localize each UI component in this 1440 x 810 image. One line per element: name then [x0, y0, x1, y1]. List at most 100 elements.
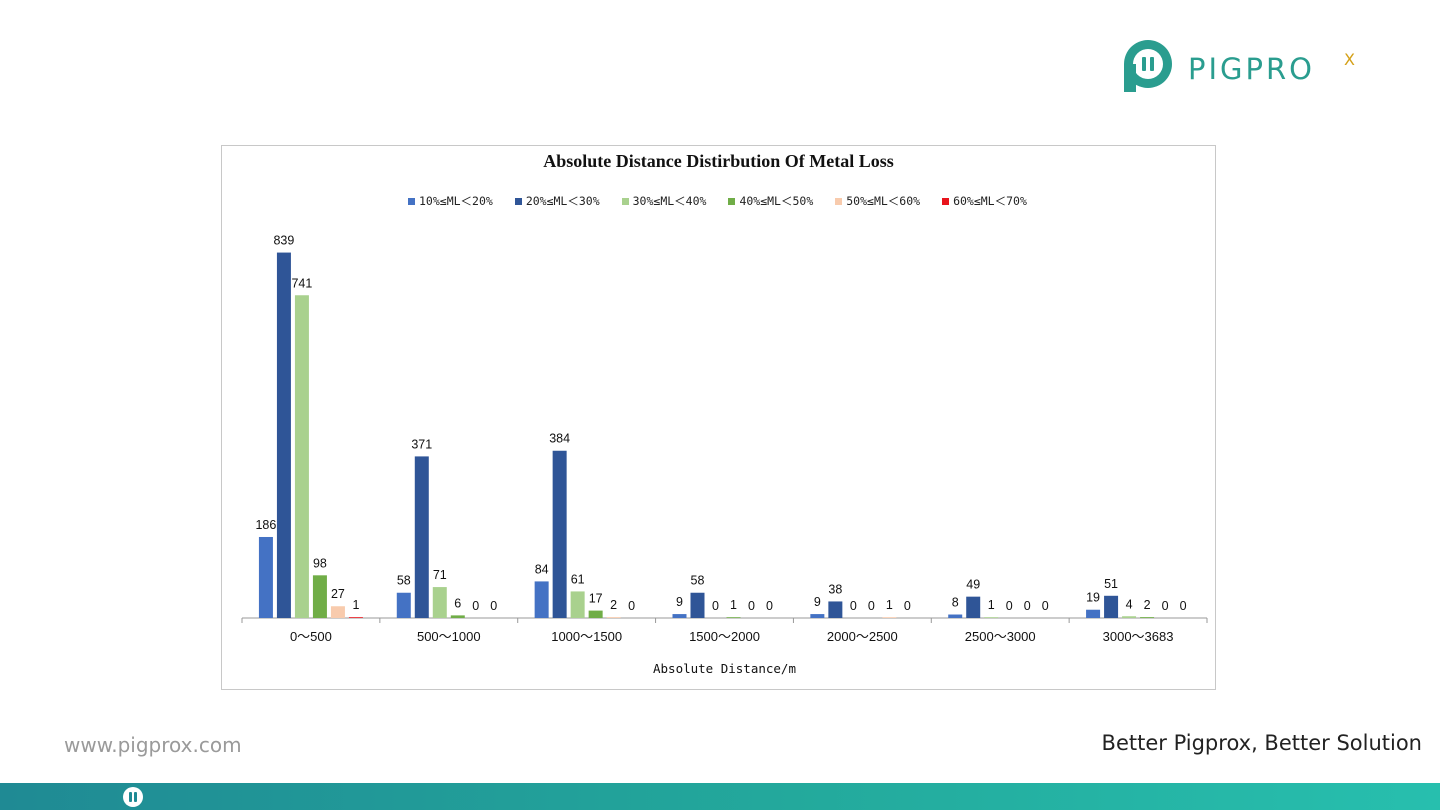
data-label: 51 [1104, 577, 1118, 591]
data-label: 98 [313, 556, 327, 570]
legend-item: 60%≤ML＜70% [942, 193, 1027, 209]
pigprox-icon [123, 787, 143, 807]
data-label: 371 [411, 437, 432, 451]
legend-item: 30%≤ML＜40% [621, 193, 707, 209]
data-label: 49 [966, 578, 980, 592]
data-label: 9 [814, 595, 821, 609]
data-label: 0 [766, 599, 773, 613]
data-label: 384 [549, 432, 570, 446]
x-tick-label: 1500～2000 [689, 629, 760, 644]
pigprox-logo: PIGPRO X [1120, 38, 1370, 96]
data-label: 38 [828, 582, 842, 596]
bar [726, 617, 741, 618]
bar [570, 591, 585, 618]
data-label: 0 [868, 599, 875, 613]
data-label: 0 [1180, 599, 1187, 613]
bar [450, 615, 465, 618]
data-label: 1 [730, 598, 737, 612]
bar [330, 606, 345, 618]
x-axis-title: Absolute Distance/m [653, 661, 796, 676]
data-label: 0 [490, 599, 497, 613]
data-label: 9 [676, 595, 683, 609]
legend-label: 10%≤ML＜20% [419, 194, 493, 208]
bar [348, 617, 363, 618]
logo-mark-icon [1124, 40, 1172, 92]
data-label: 0 [1162, 599, 1169, 613]
data-label: 4 [1126, 597, 1133, 611]
legend-item: 40%≤ML＜50% [728, 193, 813, 209]
legend-swatch [514, 197, 522, 205]
bar [1104, 595, 1119, 618]
bar [606, 617, 621, 618]
bar [414, 456, 429, 618]
x-tick-label: 2000～2500 [827, 629, 898, 644]
data-label: 0 [628, 599, 635, 613]
chart-panel: Absolute Distance Distirbution Of Metal … [221, 145, 1216, 690]
data-label: 0 [472, 599, 479, 613]
data-label: 186 [255, 518, 276, 532]
bar [432, 587, 447, 618]
legend-item: 10%≤ML＜20% [408, 193, 493, 209]
data-label: 0 [904, 599, 911, 613]
bar [1122, 616, 1137, 618]
bar [276, 252, 291, 618]
bar [534, 581, 549, 618]
x-tick-label: 3000～3683 [1103, 629, 1174, 644]
data-label: 27 [331, 587, 345, 601]
data-label: 71 [433, 568, 447, 582]
bar [588, 610, 603, 618]
data-label: 1 [886, 598, 893, 612]
bar [882, 617, 897, 618]
bar [258, 536, 273, 618]
data-label: 19 [1086, 591, 1100, 605]
legend-label: 50%≤ML＜60% [846, 194, 921, 208]
x-tick-label: 1000～1500 [551, 629, 622, 644]
bar [966, 596, 981, 618]
legend-label: 20%≤ML＜30% [525, 194, 600, 208]
data-label: 8 [952, 596, 959, 610]
x-tick-label: 0～500 [290, 629, 332, 644]
bar [1086, 609, 1101, 618]
x-tick-label: 500～1000 [417, 629, 481, 644]
bar [672, 614, 687, 618]
data-label: 6 [454, 596, 461, 610]
bar [312, 575, 327, 618]
legend-swatch [621, 197, 629, 205]
data-label: 0 [1042, 599, 1049, 613]
data-label: 84 [535, 562, 549, 576]
bar [810, 614, 825, 618]
bar [828, 601, 843, 618]
bar [396, 592, 411, 618]
data-label: 0 [712, 599, 719, 613]
data-label: 58 [397, 574, 411, 588]
legend-label: 30%≤ML＜40% [632, 194, 707, 208]
data-label: 0 [1024, 599, 1031, 613]
data-label: 2 [1144, 598, 1151, 612]
data-label: 741 [291, 276, 312, 290]
legend-item: 50%≤ML＜60% [835, 193, 920, 209]
data-label: 1 [352, 598, 359, 612]
footer-website-link[interactable]: www.pigprox.com [64, 733, 242, 757]
chart-legend: 10%≤ML＜20% 20%≤ML＜30% 30%≤ML＜40% 40%≤ML＜50%… [408, 193, 1027, 209]
footer-slogan: Better Pigprox, Better Solution [1101, 731, 1422, 755]
bar [294, 295, 309, 618]
legend-swatch [942, 197, 950, 205]
chart-title: Absolute Distance Distirbution Of Metal … [543, 151, 894, 171]
bar [984, 617, 999, 618]
data-label: 0 [748, 599, 755, 613]
bar [1140, 617, 1155, 618]
bottom-bar [0, 783, 1440, 810]
legend-label: 40%≤ML＜50% [739, 194, 814, 208]
bar [552, 450, 567, 618]
logo-x: X [1344, 50, 1355, 69]
data-label: 0 [850, 599, 857, 613]
logo-wordmark: PIGPRO [1188, 52, 1315, 86]
legend-label: 60%≤ML＜70% [953, 194, 1027, 208]
bar [690, 592, 705, 618]
data-label: 839 [273, 234, 294, 248]
legend-swatch [728, 197, 736, 205]
legend-swatch [408, 197, 415, 205]
data-label: 1 [988, 598, 995, 612]
data-label: 2 [610, 598, 617, 612]
